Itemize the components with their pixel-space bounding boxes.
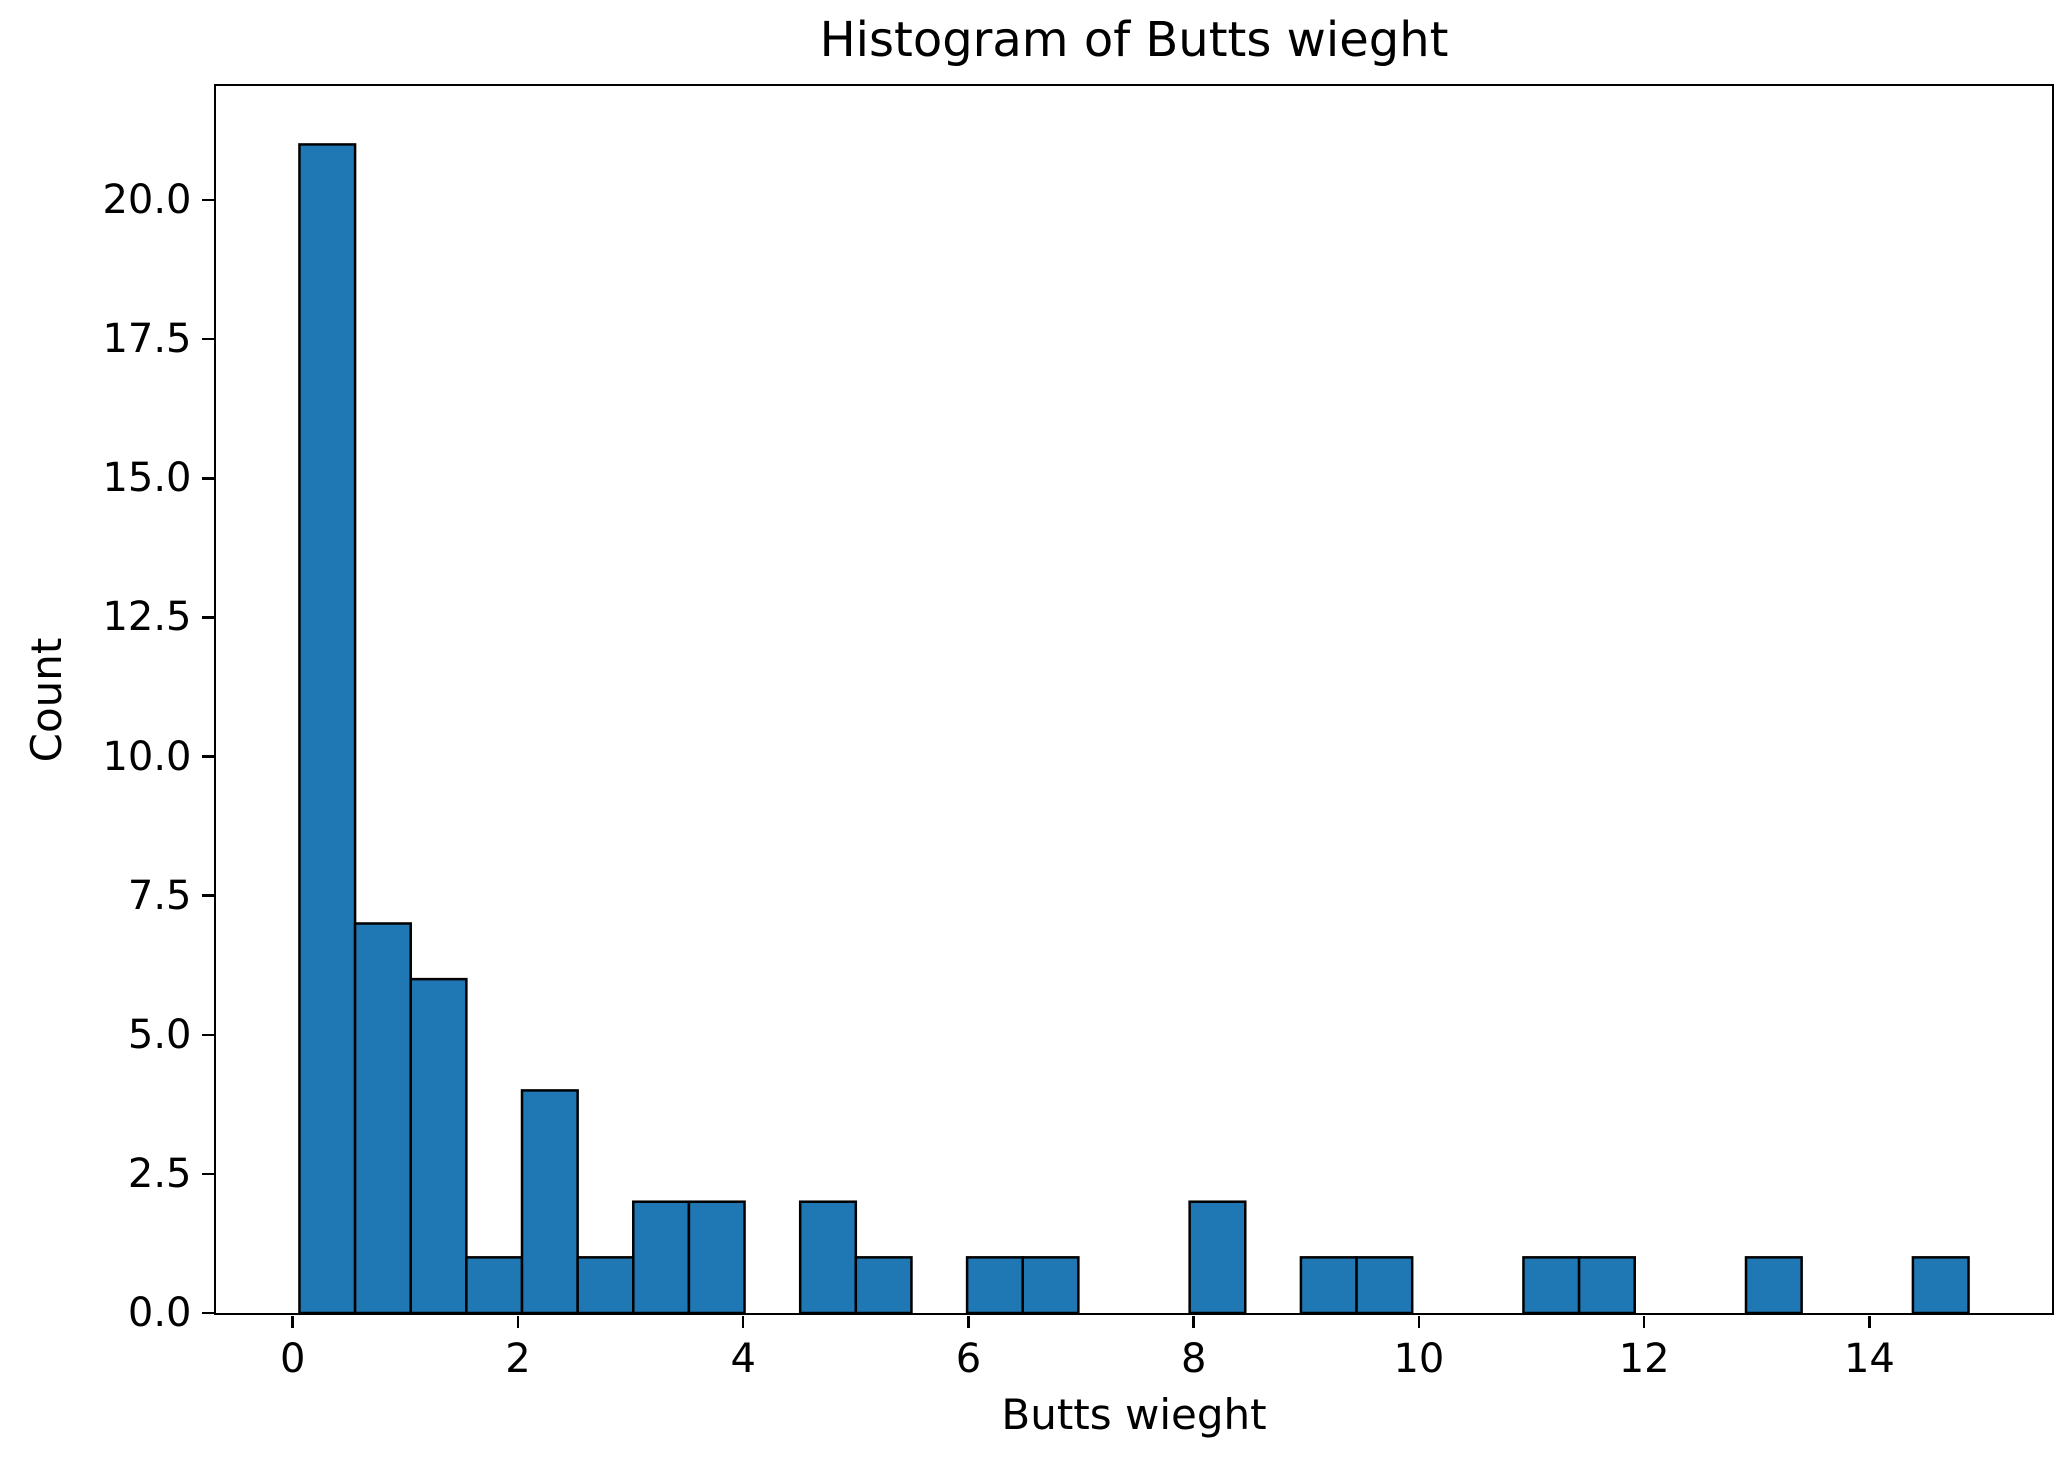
- x-tick-mark: [1417, 1315, 1421, 1328]
- y-tick-label: 20.0: [102, 177, 192, 224]
- y-tick-mark: [201, 1033, 214, 1037]
- x-tick-mark: [291, 1315, 294, 1328]
- y-tick-mark: [201, 616, 214, 619]
- histogram-bar: [631, 1199, 690, 1313]
- y-tick-label: 7.5: [127, 872, 192, 919]
- plot-area: [213, 83, 2054, 1315]
- y-tick-label: 15.0: [102, 455, 192, 502]
- histogram-bar: [1020, 1255, 1080, 1313]
- histogram-bar: [520, 1088, 579, 1313]
- x-tick-label: 12: [1618, 1336, 1670, 1382]
- x-tick-mark: [967, 1315, 970, 1328]
- histogram-bar: [1187, 1199, 1247, 1313]
- histogram-bar: [353, 921, 412, 1313]
- x-tick-mark: [1868, 1315, 1871, 1328]
- x-tick-label: 8: [1180, 1336, 1207, 1382]
- y-tick-mark: [201, 477, 214, 480]
- histogram-bar: [1577, 1255, 1636, 1313]
- histogram-bar: [408, 977, 468, 1313]
- x-tick-mark: [741, 1315, 745, 1328]
- x-tick-mark: [516, 1315, 520, 1328]
- y-tick-label: 17.5: [102, 316, 192, 363]
- histogram-bars: [297, 142, 1970, 1313]
- x-tick-mark: [1192, 1315, 1195, 1328]
- x-tick-label: 2: [505, 1336, 531, 1382]
- x-tick-label: 0: [279, 1336, 306, 1382]
- histogram-bar: [1744, 1255, 1803, 1313]
- y-tick-label: 2.5: [127, 1150, 192, 1197]
- y-tick-mark: [201, 894, 214, 897]
- x-tick-label: 14: [1843, 1336, 1895, 1382]
- y-tick-label: 10.0: [102, 733, 192, 780]
- x-axis-label: Butts wieght: [1001, 1390, 1267, 1439]
- histogram-bar: [1911, 1255, 1970, 1313]
- histogram-bar: [297, 142, 356, 1313]
- histogram-bar: [854, 1255, 913, 1313]
- histogram-bar: [687, 1199, 746, 1313]
- histogram-bar: [1521, 1255, 1580, 1313]
- x-tick-label: 4: [730, 1336, 756, 1382]
- histogram-bar: [1354, 1255, 1413, 1313]
- histogram-bar: [798, 1199, 857, 1313]
- y-tick-mark: [201, 1172, 214, 1176]
- chart-title: Histogram of Butts wieght: [819, 12, 1449, 68]
- y-tick-label: 0.0: [127, 1290, 192, 1336]
- histogram-bar: [464, 1255, 523, 1313]
- y-tick-label: 12.5: [102, 594, 192, 641]
- y-tick-mark: [201, 755, 214, 758]
- y-tick-mark: [201, 198, 214, 202]
- histogram-bar: [1299, 1255, 1358, 1313]
- x-tick-label: 6: [955, 1336, 982, 1382]
- histogram-bar: [575, 1255, 635, 1313]
- y-tick-mark: [201, 1311, 214, 1315]
- x-tick-label: 10: [1393, 1336, 1445, 1382]
- histogram-bar: [965, 1255, 1024, 1313]
- y-tick-mark: [201, 337, 214, 341]
- x-tick-mark: [1642, 1315, 1646, 1328]
- y-tick-label: 5.0: [127, 1011, 192, 1058]
